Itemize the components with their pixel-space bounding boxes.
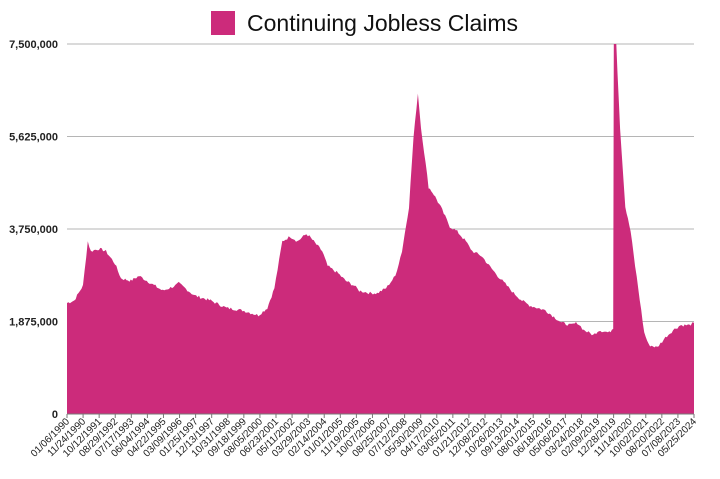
legend-label: Continuing Jobless Claims (247, 9, 519, 36)
y-tick-label: 5,625,000 (9, 132, 58, 144)
legend-swatch (211, 11, 235, 35)
chart-legend: Continuing Jobless Claims (211, 8, 518, 38)
y-tick-label: 3,750,000 (9, 224, 58, 236)
y-tick-label: 1,875,000 (9, 317, 58, 329)
series-area (67, 44, 694, 414)
y-tick-label: 7,500,000 (9, 39, 58, 51)
y-tick-label: 0 (52, 409, 58, 421)
